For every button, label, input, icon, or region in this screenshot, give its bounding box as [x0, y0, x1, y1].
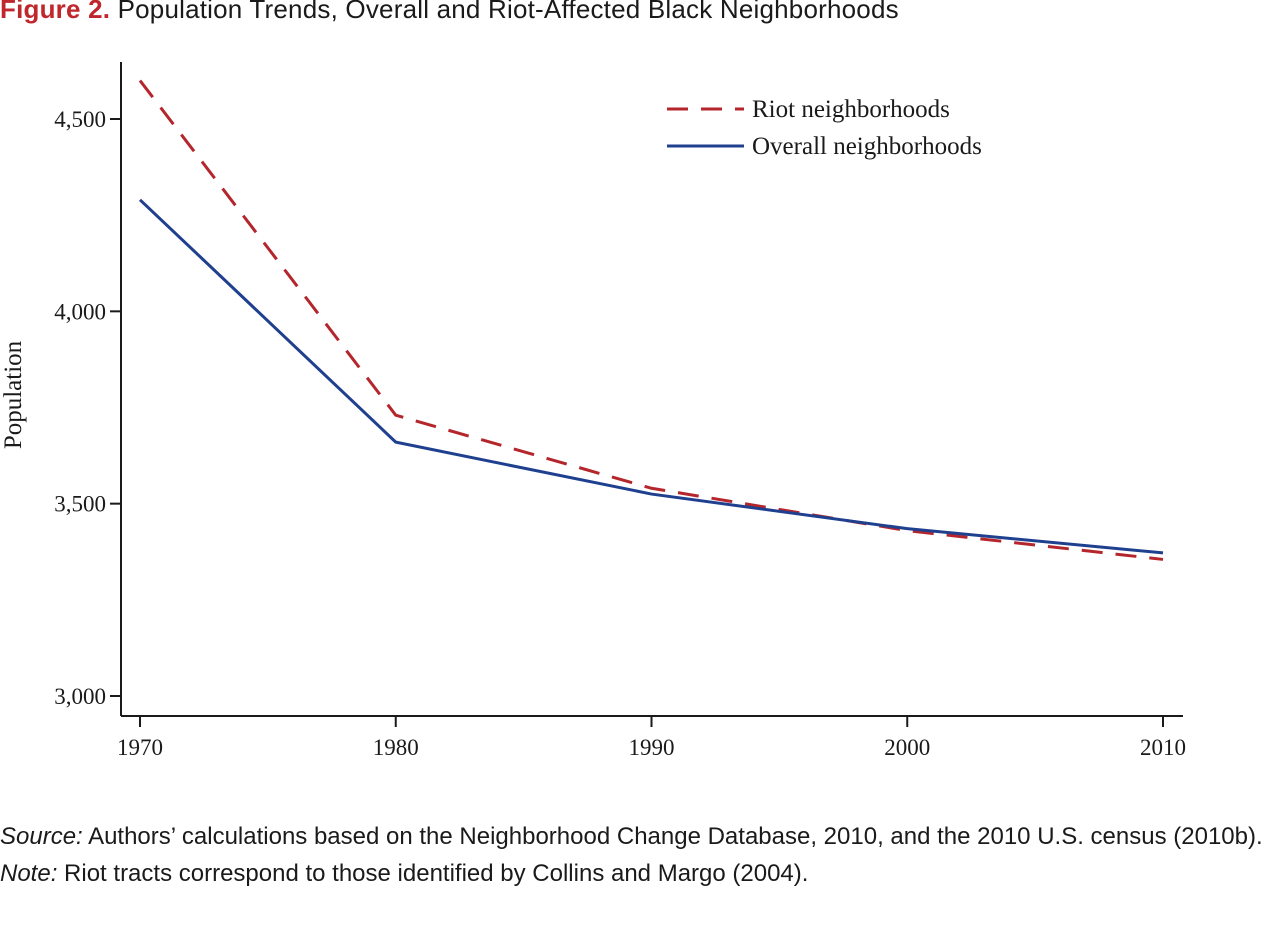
source-text: Authors’ calculations based on the Neigh…: [88, 823, 1263, 850]
y-tick-label: 4,000: [54, 299, 106, 324]
source-label: Source:: [0, 823, 83, 850]
y-tick-label: 3,000: [54, 684, 106, 709]
x-tick-label: 1970: [117, 735, 163, 760]
legend-label-riot-neighborhoods: Riot neighborhoods: [752, 96, 950, 123]
x-tick-label: 1980: [373, 735, 419, 760]
legend-label-overall-neighborhoods: Overall neighborhoods: [752, 133, 982, 160]
figure-title: Figure 2. Population Trends, Overall and…: [0, 0, 899, 25]
x-tick-label: 2000: [884, 735, 930, 760]
source-note: Source: Authors’ calculations based on t…: [0, 818, 1280, 855]
riot-neighborhoods-line: [138, 79, 1164, 561]
series-lines: [138, 79, 1164, 561]
x-tick-label: 1990: [629, 735, 675, 760]
line-chart: 3,000 3,500 4,000 4,500 1970 1980 1990 2000 201…: [0, 62, 1186, 760]
y-tick-label: 3,500: [54, 492, 106, 517]
figure-label: Figure 2.: [0, 0, 111, 24]
legend: Riot neighborhoods Overall neighborhoods: [667, 96, 982, 160]
y-tick-label: 4,500: [54, 107, 106, 132]
y-axis-ticks: 3,000 3,500 4,000 4,500: [54, 107, 121, 709]
note-text: Riot tracts correspond to those identifi…: [64, 860, 809, 887]
x-axis-ticks: 1970 1980 1990 2000 2010: [117, 716, 1186, 760]
x-tick-label: 2010: [1140, 735, 1186, 760]
note-label: Note:: [0, 860, 58, 887]
y-axis-label: Population: [0, 340, 27, 449]
overall-neighborhoods-line: [138, 198, 1164, 555]
figure-notes: Source: Authors’ calculations based on t…: [0, 818, 1280, 892]
note-line: Note: Riot tracts correspond to those id…: [0, 855, 1280, 892]
figure-title-text: Population Trends, Overall and Riot-Affe…: [117, 0, 899, 24]
